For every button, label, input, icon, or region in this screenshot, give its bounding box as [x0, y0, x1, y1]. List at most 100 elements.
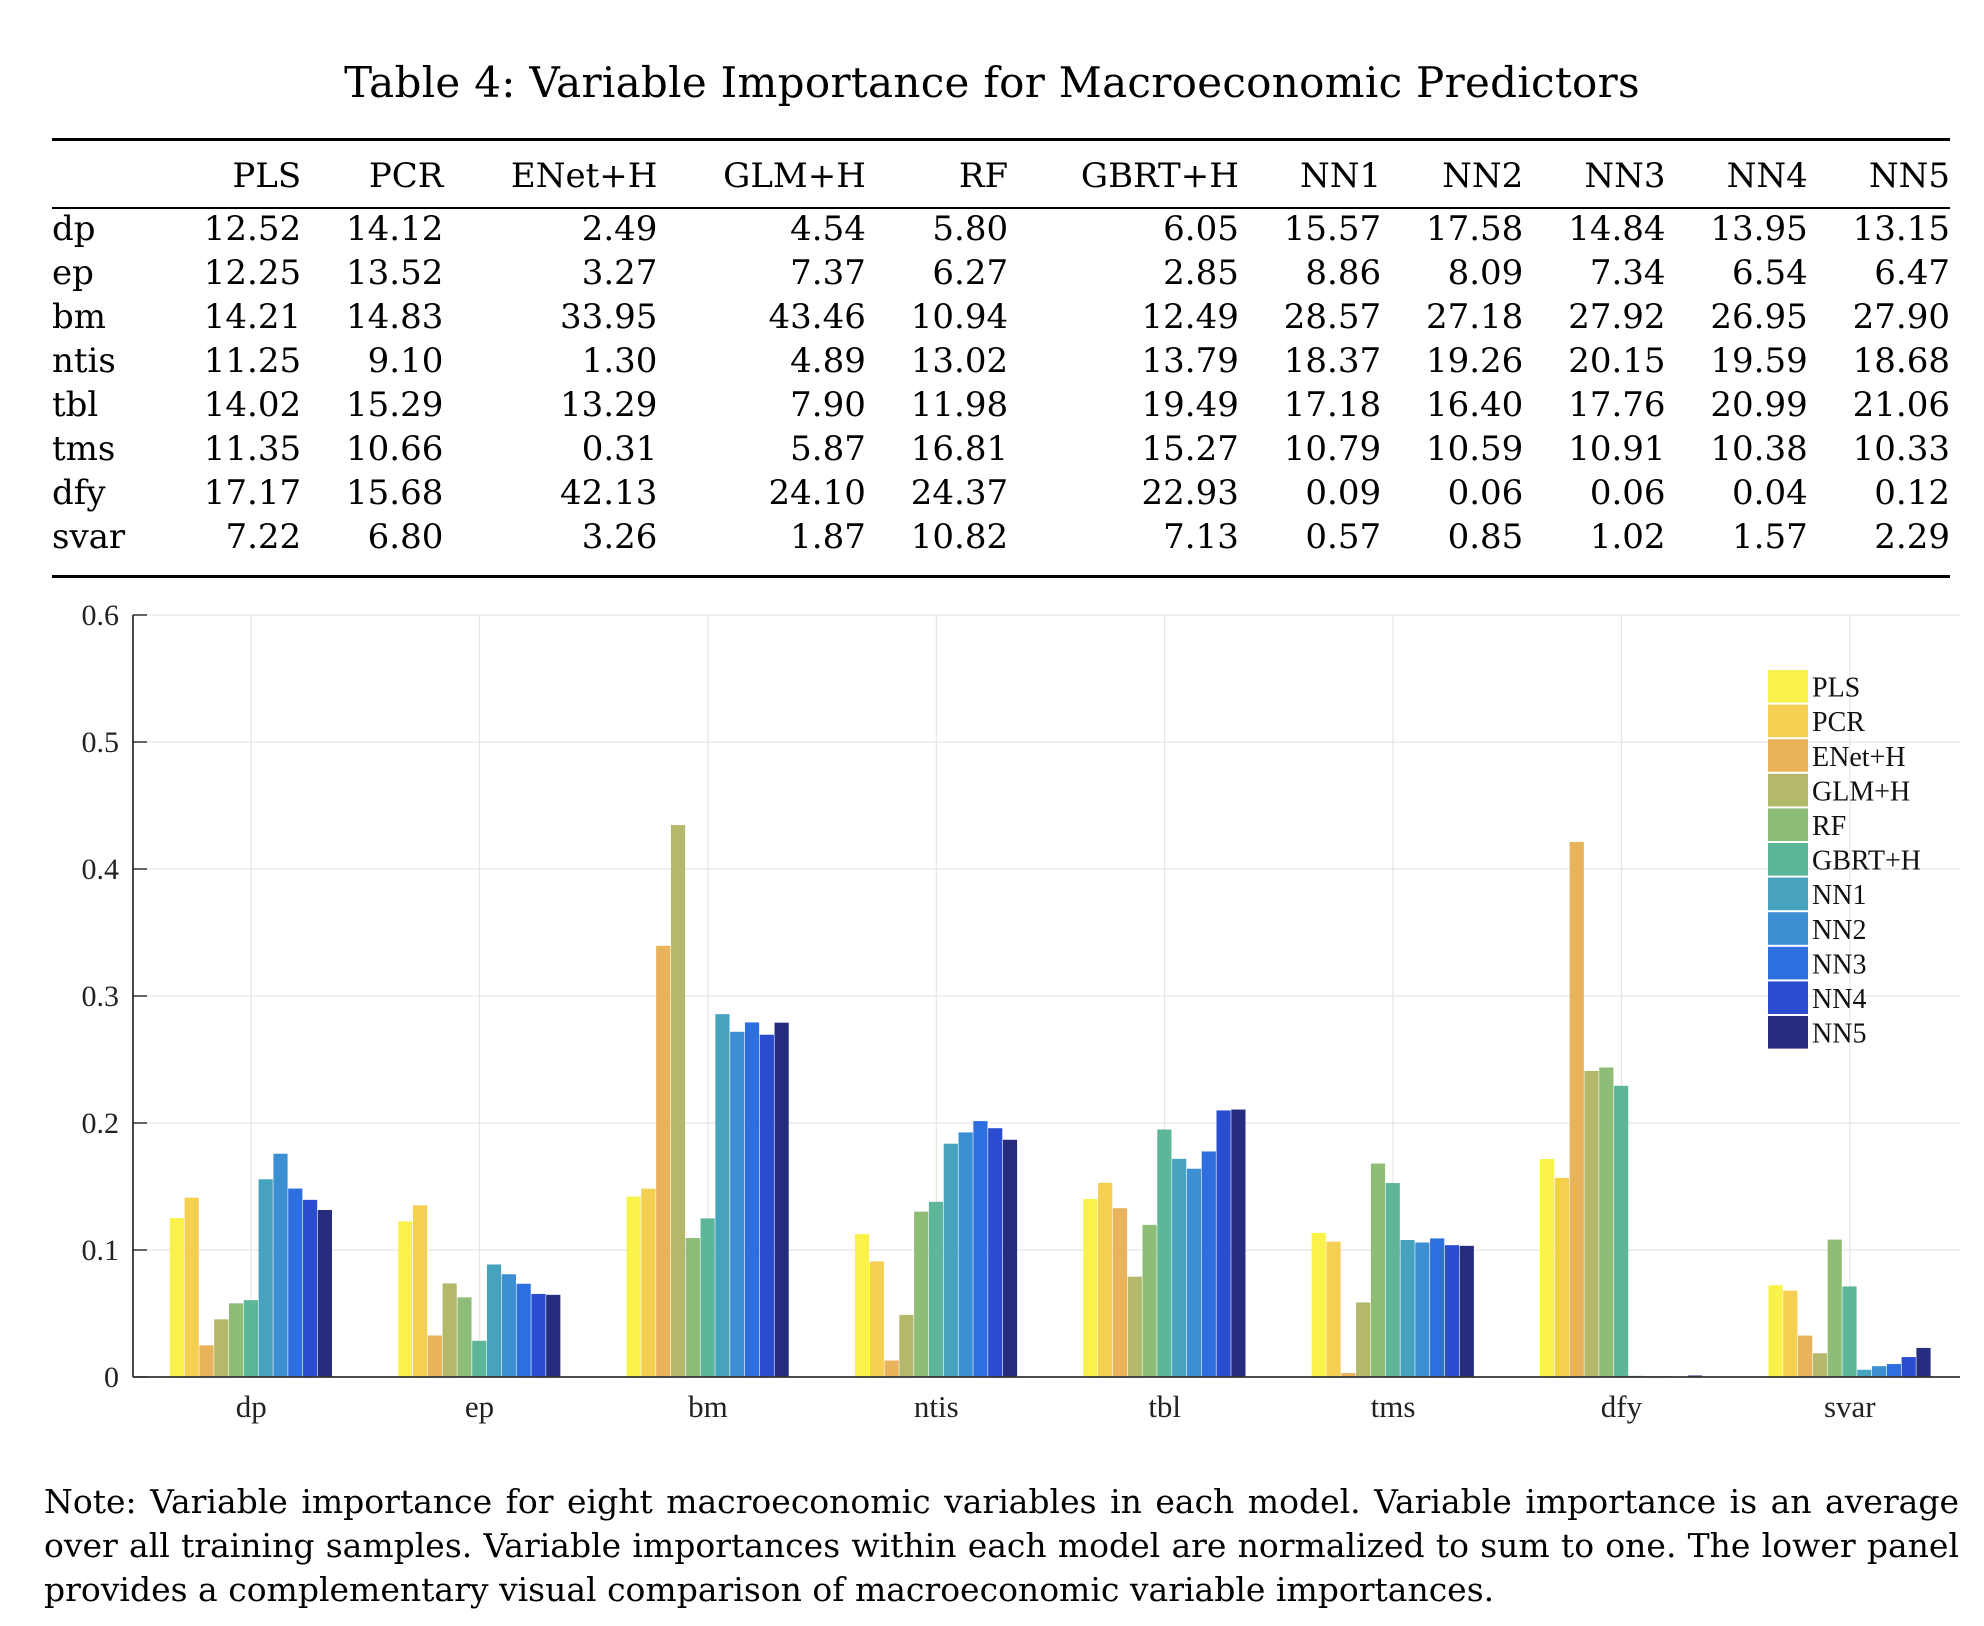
x-tick-label: dp — [236, 1389, 267, 1424]
bar-enet-plush-svar — [1798, 1335, 1813, 1377]
bar-rf-ep — [457, 1297, 472, 1377]
column-header: RF — [958, 156, 1009, 196]
table-cell: 10.38 — [1710, 429, 1808, 469]
table-cell: 7.22 — [225, 517, 302, 557]
table-cell: 14.12 — [346, 209, 444, 249]
bar-pcr-dp — [184, 1197, 199, 1377]
bar-pcr-bm — [641, 1188, 656, 1377]
y-tick-label: 0 — [104, 1361, 119, 1394]
x-tick-label: tms — [1371, 1389, 1416, 1424]
table-cell: 12.25 — [203, 253, 302, 293]
table-cell: 1.30 — [581, 341, 658, 381]
table-cell: 18.37 — [1283, 341, 1382, 381]
table-cell: 42.13 — [560, 473, 658, 513]
y-tick-label: 0.2 — [82, 1107, 120, 1140]
table-cell: 10.79 — [1283, 429, 1382, 469]
table-title: Table 4: Variable Importance for Macroec… — [344, 58, 1640, 107]
bar-enet-plush-dp — [199, 1345, 214, 1377]
column-header: NN4 — [1726, 156, 1808, 196]
table-cell: 6.05 — [1163, 209, 1239, 249]
table-cell: 8.86 — [1305, 253, 1382, 293]
bar-pls-tms — [1311, 1232, 1326, 1377]
legend-label: GLM+H — [1812, 776, 1910, 807]
bar-nn1-tms — [1400, 1239, 1415, 1377]
header-corner — [52, 145, 159, 207]
top-rule — [52, 138, 1950, 141]
bar-nn3-tbl — [1201, 1151, 1216, 1377]
table-cell: 28.57 — [1283, 297, 1382, 337]
column-header: ENet+H — [510, 156, 658, 196]
table-cell: 2.85 — [1163, 253, 1239, 293]
row-label: ep — [52, 253, 94, 293]
row-label: tbl — [52, 385, 99, 425]
bar-nn4-svar — [1901, 1357, 1916, 1377]
column-header: GLM+H — [723, 156, 866, 196]
table-note: Note: Variable importance for eight macr… — [44, 1482, 1959, 1609]
bar-rf-bm — [685, 1238, 700, 1377]
x-tick-label: svar — [1824, 1389, 1876, 1424]
table-cell: 6.54 — [1732, 253, 1808, 293]
importance-table: PLS PCR ENet+H GLM+H RF GBRT+H NN1 NN2 NN3 NN4 NN5… — [52, 145, 1950, 559]
legend-swatch — [1768, 739, 1808, 772]
table-row: dp 12.52 14.12 2.49 4.54 5.80 6.05 15.57 17.58 14… — [52, 207, 1950, 251]
table-cell: 27.90 — [1852, 297, 1950, 337]
bar-nn4-tms — [1444, 1245, 1460, 1377]
column-header: NN5 — [1868, 156, 1950, 196]
bar-gbrt-plush-tbl — [1157, 1129, 1172, 1377]
table-cell: 15.27 — [1141, 429, 1239, 469]
bar-enet-plush-ep — [427, 1335, 442, 1377]
table-cell: 13.79 — [1141, 341, 1239, 381]
bar-nn3-ep — [516, 1283, 531, 1377]
table-cell: 0.04 — [1732, 473, 1808, 513]
bar-nn1-ep — [486, 1264, 502, 1377]
table-cell: 5.80 — [932, 209, 1009, 249]
table-cell: 17.58 — [1425, 209, 1524, 249]
bar-glm-plush-dfy — [1584, 1070, 1599, 1377]
table-cell: 4.89 — [790, 341, 866, 381]
bar-nn2-dp — [273, 1153, 288, 1377]
legend-swatch — [1768, 843, 1808, 876]
table-cell: 0.06 — [1447, 473, 1524, 513]
bar-nn1-bm — [715, 1014, 730, 1377]
column-header: NN1 — [1299, 156, 1382, 196]
row-label: dp — [52, 209, 96, 249]
legend-swatch — [1768, 877, 1808, 911]
table-cell: 20.99 — [1710, 385, 1808, 425]
table-cell: 2.29 — [1874, 517, 1950, 557]
table-cell: 33.95 — [560, 297, 658, 337]
table-cell: 6.80 — [367, 517, 444, 557]
x-tick-label: tbl — [1148, 1389, 1181, 1424]
bar-gbrt-plush-dfy — [1614, 1085, 1629, 1377]
legend-label: NN2 — [1812, 915, 1866, 946]
bar-pcr-ntis — [869, 1261, 884, 1377]
x-tick-label: bm — [688, 1389, 728, 1424]
bar-gbrt-plush-ep — [472, 1340, 487, 1377]
table-cell: 5.87 — [790, 429, 866, 469]
bar-pls-dp — [169, 1217, 184, 1377]
row-label: tms — [52, 429, 116, 469]
legend-label: NN5 — [1812, 1019, 1866, 1050]
bar-gbrt-plush-dp — [243, 1300, 258, 1377]
table-cell: 14.84 — [1568, 209, 1666, 249]
bar-pls-ep — [398, 1221, 413, 1377]
bar-nn4-dp — [302, 1199, 318, 1377]
table-cell: 19.49 — [1141, 385, 1239, 425]
column-header: PCR — [368, 156, 444, 196]
bar-rf-svar — [1827, 1239, 1842, 1377]
chart-svg: 0 0.1 0.2 0.3 0.4 0.5 0.6 dp ep bm ntis tbl tms dfy sv… — [82, 599, 1960, 1424]
bar-nn4-tbl — [1216, 1110, 1231, 1377]
legend-swatch — [1768, 704, 1808, 738]
table-cell: 13.95 — [1710, 209, 1808, 249]
column-header: PLS — [232, 156, 302, 196]
bar-rf-ntis — [914, 1211, 929, 1377]
table-cell: 22.93 — [1141, 473, 1239, 513]
bar-nn5-dp — [317, 1209, 332, 1377]
bar-pcr-dfy — [1554, 1177, 1570, 1377]
table-cell: 12.52 — [203, 209, 302, 249]
table-cell: 18.68 — [1852, 341, 1950, 381]
table-cell: 11.35 — [203, 429, 302, 469]
bottom-rule — [52, 575, 1950, 578]
table-cell: 7.90 — [790, 385, 866, 425]
table-row: dfy 17.17 15.68 42.13 24.10 24.37 22.93 0.09 0.0… — [52, 471, 1950, 515]
table-cell: 0.06 — [1589, 473, 1666, 513]
